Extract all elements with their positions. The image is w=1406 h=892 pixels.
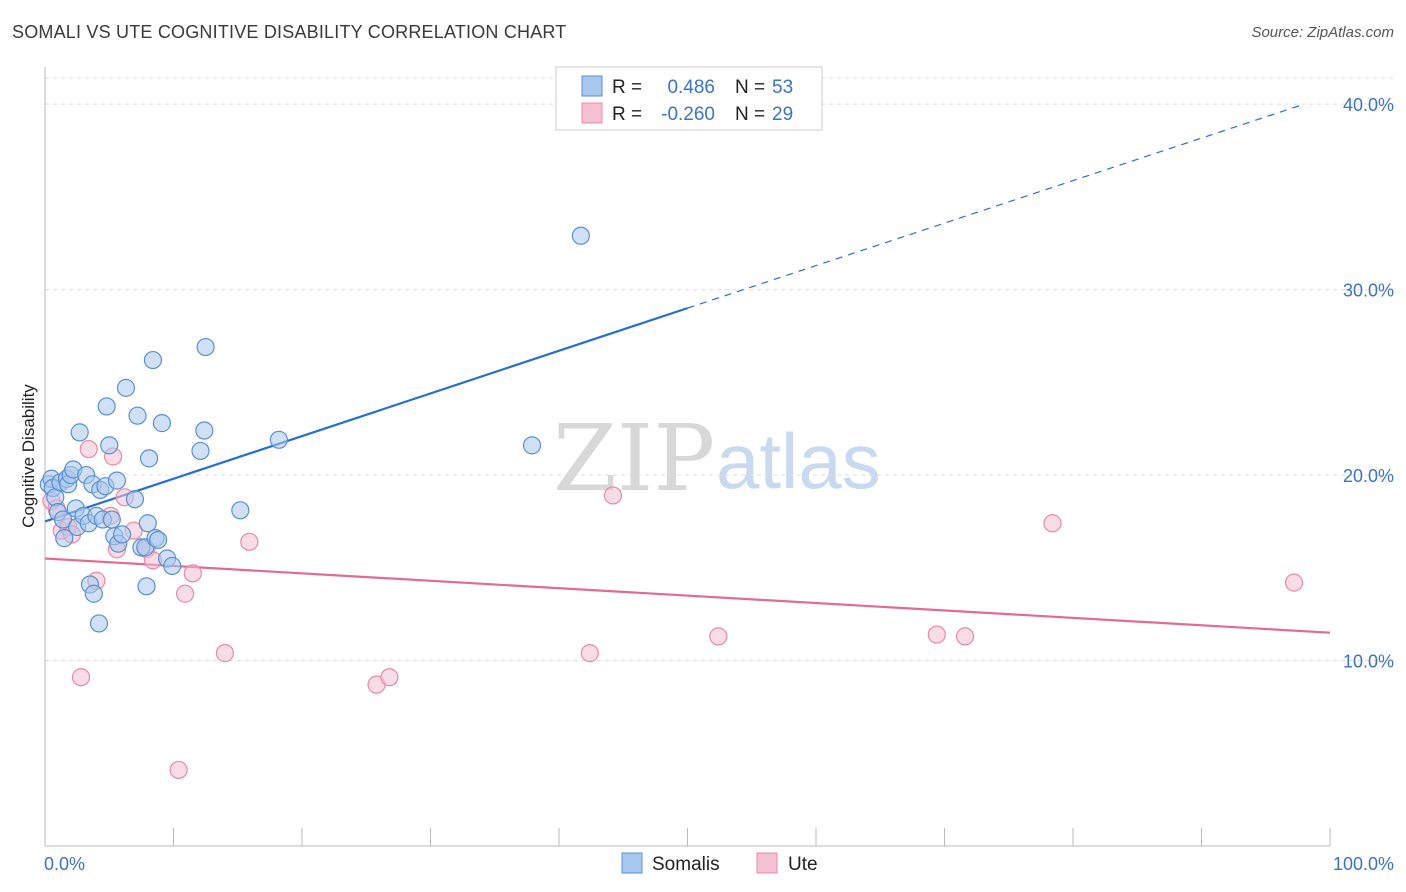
point-ute-27 (1043, 514, 1062, 533)
y-axis-title: Cognitive Disability (19, 384, 38, 528)
legend-swatch-ute (581, 102, 603, 124)
point-somalis-49 (196, 337, 215, 357)
point-ute-24 (709, 627, 728, 646)
chart-title: SOMALI VS UTE COGNITIVE DISABILITY CORRE… (12, 22, 567, 42)
point-somalis-30 (107, 471, 127, 490)
point-ute-25 (927, 625, 946, 644)
point-somalis-27 (100, 436, 119, 455)
watermark-atlas: atlas (716, 417, 881, 505)
point-somalis-50 (231, 501, 250, 520)
point-somalis-35 (128, 406, 147, 425)
point-somalis-51 (269, 430, 288, 449)
point-somalis-53 (571, 226, 590, 245)
point-somalis-41 (143, 350, 163, 370)
y-tick-label-20: 20.0% (1343, 466, 1394, 486)
point-somalis-43 (148, 530, 168, 550)
bottom-legend-swatch-ute (756, 852, 778, 874)
point-somalis-38 (137, 577, 156, 596)
point-somalis-6 (53, 510, 73, 529)
y-tick-labels: 10.0% 20.0% 30.0% 40.0% (1343, 95, 1394, 671)
point-somalis-44 (152, 414, 172, 433)
bottom-legend-swatch-somalis (621, 852, 643, 874)
gridlines (45, 77, 1395, 662)
x-tick-label-min: 0.0% (44, 854, 85, 874)
trend-line-somalis-extension (687, 103, 1305, 309)
point-somalis-22 (89, 614, 109, 633)
x-axis-ticks (44, 828, 1331, 846)
legend-r-label-somalis: R = (612, 77, 642, 98)
point-ute-16 (175, 584, 195, 603)
point-somalis-46 (163, 556, 182, 576)
x-tick-label-max: 100.0% (1333, 854, 1394, 874)
legend-n-label-ute: N = (735, 104, 765, 125)
legend-n-label-somalis: N = (735, 77, 765, 98)
trend-line-somalis (44, 307, 688, 523)
point-somalis-48 (195, 421, 214, 440)
point-ute-18 (215, 644, 234, 663)
bottom-legend-label-somalis: Somalis (652, 854, 720, 875)
legend-n-value-somalis: 53 (772, 77, 793, 98)
point-ute-19 (240, 532, 259, 551)
point-ute-26 (955, 627, 975, 646)
trend-line-ute (44, 557, 1331, 634)
point-somalis-28 (102, 510, 121, 529)
legend-box: R = 0.486 N = 53 R = -0.260 N = 29 (555, 66, 823, 131)
point-somalis-7 (55, 529, 74, 548)
point-ute-6 (79, 439, 98, 459)
watermark-zip: ZIP (553, 405, 715, 512)
bottom-legend-label-ute: Ute (788, 854, 818, 875)
legend-r-value-ute: -0.260 (661, 104, 715, 125)
trend-lines (44, 103, 1331, 634)
point-ute-23 (603, 486, 623, 505)
source-credit: Source: ZipAtlas.com (1251, 24, 1394, 41)
legend-n-value-ute: 29 (772, 104, 793, 125)
data-points (39, 226, 1304, 780)
y-tick-label-30: 30.0% (1343, 281, 1394, 301)
y-tick-label-10: 10.0% (1343, 652, 1394, 672)
point-somalis-47 (191, 441, 210, 461)
point-somalis-34 (125, 490, 145, 509)
point-somalis-33 (116, 378, 136, 397)
point-ute-28 (1284, 573, 1304, 592)
point-ute-15 (169, 760, 188, 780)
legend-r-label-ute: R = (612, 104, 642, 125)
point-ute-17 (183, 564, 202, 583)
point-ute-22 (580, 644, 599, 663)
point-ute-5 (71, 668, 91, 687)
legend-swatch-somalis (581, 75, 603, 97)
y-tick-label-40: 40.0% (1343, 95, 1394, 115)
point-somalis-40 (139, 449, 159, 468)
point-somalis-20 (84, 584, 103, 603)
point-somalis-39 (138, 514, 157, 533)
point-somalis-32 (112, 525, 132, 544)
point-somalis-52 (522, 436, 542, 455)
point-somalis-26 (97, 397, 116, 416)
legend-r-value-somalis: 0.486 (667, 77, 715, 98)
point-somalis-14 (70, 423, 89, 442)
bottom-legend: Somalis Ute (621, 852, 818, 875)
point-ute-21 (380, 668, 399, 687)
